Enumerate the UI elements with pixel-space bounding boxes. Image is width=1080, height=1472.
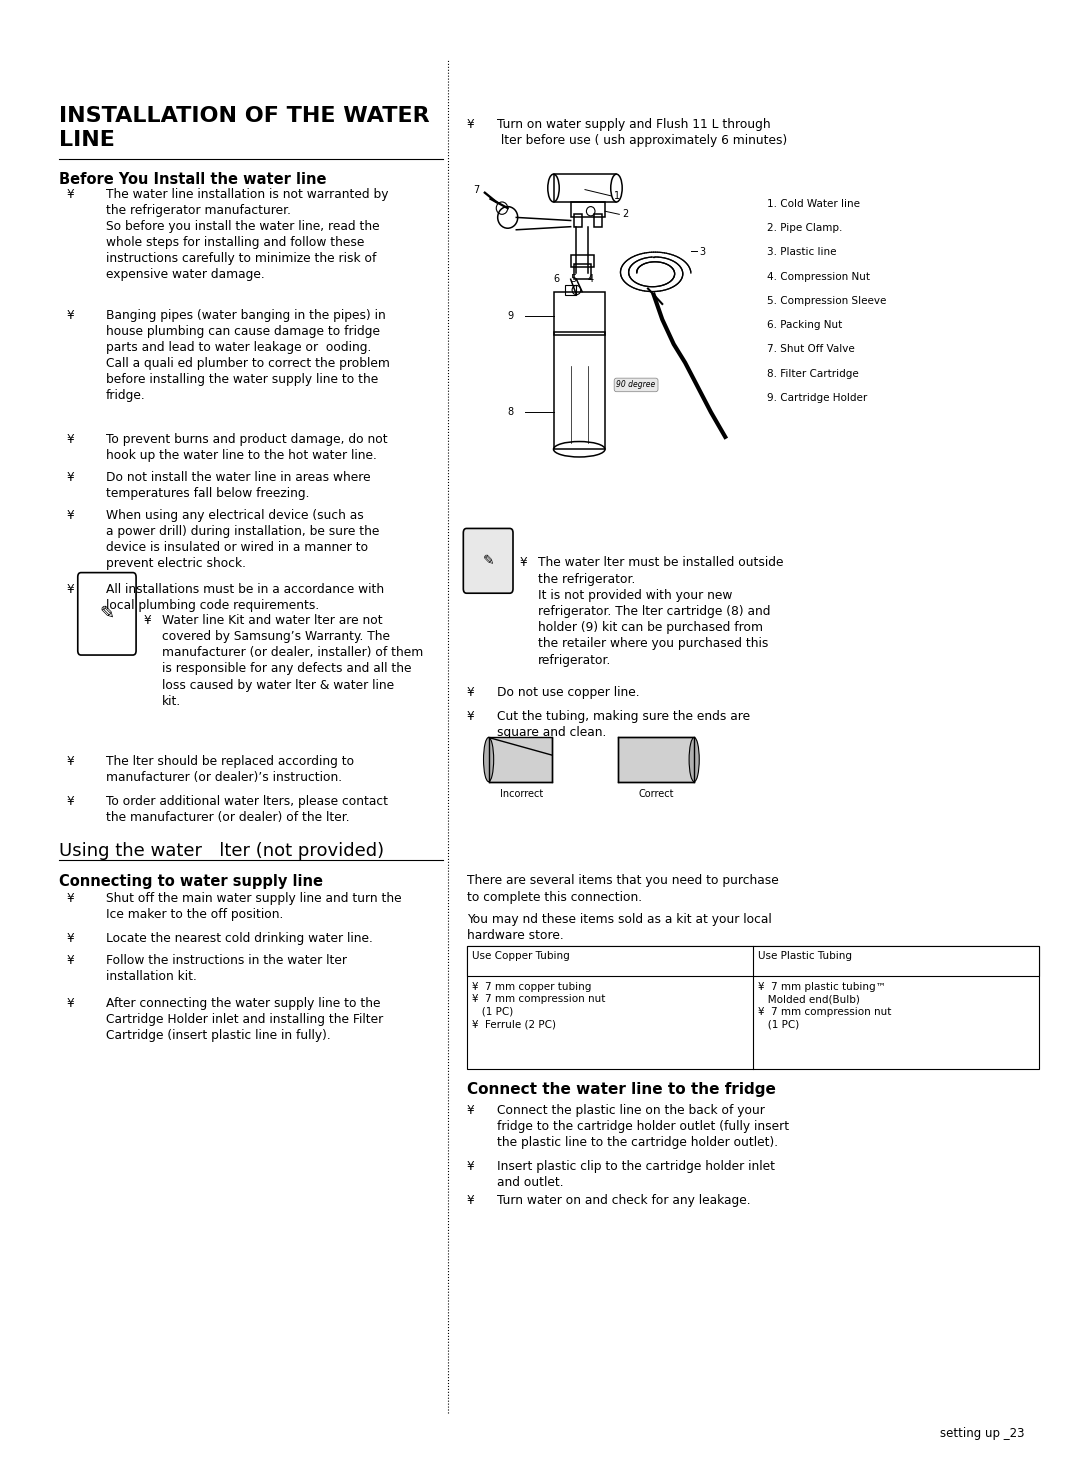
Text: 2: 2	[622, 209, 629, 219]
Text: Incorrect: Incorrect	[500, 789, 543, 799]
Text: 8: 8	[508, 408, 514, 417]
Bar	[467, 946, 1039, 976]
Text: 8. Filter Cartridge: 8. Filter Cartridge	[767, 369, 859, 378]
Text: To prevent burns and product damage, do not
hook up the water line to the hot wa: To prevent burns and product damage, do …	[106, 433, 388, 462]
Text: To order additional water lters, please contact
the manufacturer (or dealer) of : To order additional water lters, please …	[106, 795, 388, 824]
FancyBboxPatch shape	[463, 528, 513, 593]
Text: Connect the water line to the fridge: Connect the water line to the fridge	[467, 1082, 775, 1097]
Text: ¥: ¥	[467, 1194, 474, 1207]
Text: ¥: ¥	[67, 892, 75, 905]
Text: You may nd these items sold as a kit at your local
hardware store.: You may nd these items sold as a kit at …	[467, 913, 771, 942]
Text: Correct: Correct	[638, 789, 674, 799]
Text: ¥: ¥	[144, 614, 151, 627]
Text: The water line installation is not warranted by
the refrigerator manufacturer.
S: The water line installation is not warra…	[106, 188, 389, 281]
Text: The lter should be replaced according to
manufacturer (or dealer)’s instruction.: The lter should be replaced according to…	[106, 755, 354, 785]
Text: 6. Packing Nut: 6. Packing Nut	[767, 321, 842, 330]
Text: 1. Cold Water line: 1. Cold Water line	[767, 199, 860, 209]
Text: ¥: ¥	[67, 795, 75, 808]
Text: Use Copper Tubing: Use Copper Tubing	[472, 951, 570, 961]
Text: All installations must be in a accordance with
local plumbing code requirements.: All installations must be in a accordanc…	[106, 583, 384, 612]
Text: 7. Shut Off Valve: 7. Shut Off Valve	[767, 344, 854, 355]
Text: Banging pipes (water banging in the pipes) in
house plumbing can cause damage to: Banging pipes (water banging in the pipe…	[106, 309, 390, 402]
Bar	[573, 215, 582, 227]
FancyBboxPatch shape	[78, 573, 136, 655]
Ellipse shape	[484, 737, 494, 782]
Text: There are several items that you need to purchase
to complete this connection.: There are several items that you need to…	[467, 874, 779, 904]
Text: Do not install the water line in areas where
temperatures fall below freezing.: Do not install the water line in areas w…	[106, 471, 370, 500]
Text: ¥: ¥	[467, 1160, 474, 1173]
Text: Turn water on and check for any leakage.: Turn water on and check for any leakage.	[497, 1194, 751, 1207]
Bar	[488, 737, 552, 782]
Text: 4: 4	[588, 274, 594, 284]
Ellipse shape	[610, 174, 622, 202]
Text: 4. Compression Nut: 4. Compression Nut	[767, 272, 869, 281]
Text: setting up _23: setting up _23	[940, 1426, 1024, 1440]
Text: Insert plastic clip to the cartridge holder inlet
and outlet.: Insert plastic clip to the cartridge hol…	[497, 1160, 774, 1189]
Text: ¥  7 mm copper tubing
¥  7 mm compression nut
   (1 PC)
¥  Ferrule (2 PC): ¥ 7 mm copper tubing ¥ 7 mm compression …	[472, 982, 605, 1029]
Text: Shut off the main water supply line and turn the
Ice maker to the off position.: Shut off the main water supply line and …	[106, 892, 402, 921]
Text: ¥: ¥	[67, 509, 75, 523]
Text: ¥: ¥	[67, 997, 75, 1010]
Text: Connect the plastic line on the back of your
fridge to the cartridge holder outl: Connect the plastic line on the back of …	[497, 1104, 788, 1150]
Text: 7: 7	[473, 184, 480, 194]
Text: Follow the instructions in the water lter
installation kit.: Follow the instructions in the water lte…	[106, 954, 347, 983]
Text: ¥: ¥	[67, 932, 75, 945]
Text: ✎: ✎	[483, 553, 494, 568]
Text: ¥: ¥	[467, 118, 474, 131]
Text: Before You Install the water line: Before You Install the water line	[59, 172, 327, 187]
Text: Use Plastic Tubing: Use Plastic Tubing	[758, 951, 852, 961]
Text: ¥: ¥	[67, 188, 75, 202]
Text: ¥: ¥	[67, 954, 75, 967]
Text: ¥: ¥	[67, 755, 75, 768]
Bar	[467, 946, 1039, 1069]
Text: Water line Kit and water lter are not
covered by Samsung’s Warranty. The
manufac: Water line Kit and water lter are not co…	[162, 614, 423, 708]
Bar	[554, 174, 617, 202]
Bar	[570, 202, 605, 218]
Text: 1: 1	[613, 191, 620, 200]
Text: 9. Cartridge Holder: 9. Cartridge Holder	[767, 393, 867, 403]
Text: ✎: ✎	[99, 605, 114, 623]
Text: 6: 6	[554, 274, 559, 284]
Bar	[554, 331, 605, 449]
Ellipse shape	[689, 737, 699, 782]
Text: ¥: ¥	[467, 1104, 474, 1117]
Bar	[594, 215, 603, 227]
Text: Locate the nearest cold drinking water line.: Locate the nearest cold drinking water l…	[106, 932, 373, 945]
Text: ¥: ¥	[67, 309, 75, 322]
Text: Using the water   lter (not provided): Using the water lter (not provided)	[59, 842, 384, 860]
Text: Do not use copper line.: Do not use copper line.	[497, 686, 639, 699]
Text: ¥: ¥	[467, 710, 474, 723]
Text: 5: 5	[570, 274, 577, 284]
Text: 9: 9	[508, 312, 514, 321]
Bar	[570, 255, 594, 266]
Text: Connecting to water supply line: Connecting to water supply line	[59, 874, 323, 889]
Bar	[554, 291, 605, 334]
Text: 3. Plastic line: 3. Plastic line	[767, 247, 836, 258]
Bar	[618, 737, 694, 782]
Text: After connecting the water supply line to the
Cartridge Holder inlet and install: After connecting the water supply line t…	[106, 997, 383, 1042]
Text: INSTALLATION OF THE WATER
LINE: INSTALLATION OF THE WATER LINE	[59, 106, 430, 150]
Text: 90 degree: 90 degree	[617, 380, 656, 390]
Text: Cut the tubing, making sure the ends are
square and clean.: Cut the tubing, making sure the ends are…	[497, 710, 750, 739]
Bar	[565, 286, 577, 294]
Text: ¥: ¥	[67, 583, 75, 596]
Text: 01: 01	[1048, 645, 1065, 658]
Text: Turn on water supply and Flush 11 L through
 lter before use ( ush approximately: Turn on water supply and Flush 11 L thro…	[497, 118, 787, 147]
Text: 5. Compression Sleeve: 5. Compression Sleeve	[767, 296, 887, 306]
Text: 3: 3	[700, 246, 705, 256]
Text: ¥: ¥	[67, 471, 75, 484]
Bar	[573, 263, 591, 280]
Text: ¥: ¥	[467, 686, 474, 699]
Text: ¥: ¥	[519, 556, 527, 570]
Text: ¥: ¥	[67, 433, 75, 446]
Text: SETTING UP: SETTING UP	[1051, 771, 1062, 830]
Text: The water lter must be installed outside
the refrigerator.
It is not provided wi: The water lter must be installed outside…	[538, 556, 783, 667]
Text: ¥  7 mm plastic tubing™
   Molded end(Bulb)
¥  7 mm compression nut
   (1 PC): ¥ 7 mm plastic tubing™ Molded end(Bulb) …	[758, 982, 891, 1029]
Text: 2. Pipe Clamp.: 2. Pipe Clamp.	[767, 224, 842, 233]
Text: When using any electrical device (such as
a power drill) during installation, be: When using any electrical device (such a…	[106, 509, 379, 570]
